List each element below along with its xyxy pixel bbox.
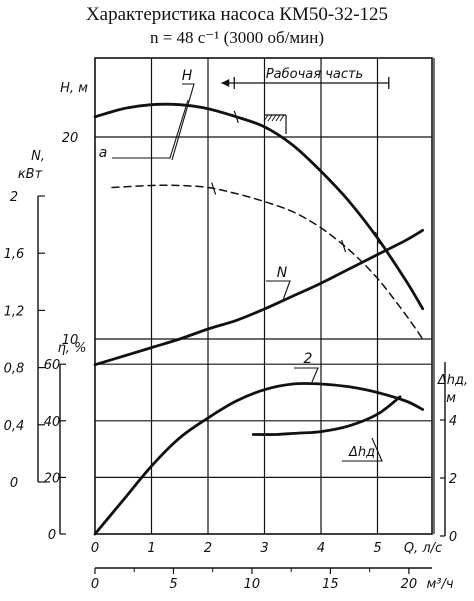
h-tick-label: 10 xyxy=(62,333,79,348)
series-Δhд-curve xyxy=(251,395,402,436)
series-h-label: H xyxy=(182,68,193,84)
curve-marker xyxy=(233,110,239,123)
hatch-stroke xyxy=(263,114,269,122)
chart-subtitle: n = 48 с⁻¹ (3000 об/мин) xyxy=(149,28,325,47)
series-eta-label: 2 xyxy=(304,351,313,367)
series-h-leader xyxy=(171,83,195,161)
operating-range-label: Рабочая часть xyxy=(266,67,363,82)
eta-tick-label: 20 xyxy=(44,471,61,486)
plot-frame xyxy=(94,57,433,535)
dh-axis-unit: м xyxy=(446,391,456,406)
series-a-curve xyxy=(111,184,424,340)
series-eta-leader xyxy=(294,367,319,383)
q-ls-tick-label: 3 xyxy=(260,541,268,556)
n-tick-label: 0 xyxy=(10,476,18,491)
chart-title: Характеристика насоса КМ50-32-125 xyxy=(85,4,389,25)
chart-curves xyxy=(93,102,425,536)
eta-tick-label: 60 xyxy=(44,358,61,373)
eta-tick-label: 0 xyxy=(48,528,56,543)
q-ls-tick-label: 5 xyxy=(373,541,381,556)
hatch-stroke xyxy=(271,114,277,122)
n-axis-unit: кВт xyxy=(18,167,43,182)
series-a-leader xyxy=(112,99,189,159)
curve-marker xyxy=(211,182,217,195)
n-tick-label: 0,4 xyxy=(4,419,25,434)
operating-range-arrow xyxy=(221,79,230,87)
dh-tick-label: 2 xyxy=(449,472,457,487)
eta-axis-label: η, % xyxy=(58,341,87,356)
dh-tick-label: 0 xyxy=(449,530,457,545)
series-a-label: a xyxy=(99,145,108,161)
q-ls-tick-label: 1 xyxy=(147,541,155,556)
chart-grid xyxy=(94,57,435,535)
series-dh-leader xyxy=(342,437,383,462)
q-m3h-tick-label: 5 xyxy=(169,577,177,592)
q-m3h-tick-label: 0 xyxy=(91,577,99,592)
n-tick-label: 2 xyxy=(10,190,18,205)
eta-tick-label: 40 xyxy=(44,415,61,430)
q-ls-tick-label: 2 xyxy=(204,541,212,556)
q-m3h-tick-label: 20 xyxy=(401,577,418,592)
n-tick-label: 1,2 xyxy=(4,304,25,319)
series-n-leader xyxy=(266,280,291,301)
q-m3h-tick-label: 15 xyxy=(322,577,339,592)
curve-marker xyxy=(374,231,381,245)
hatch-stroke xyxy=(267,114,273,122)
curve-marker xyxy=(341,239,347,253)
hatch-stroke xyxy=(279,114,285,122)
n-tick-label: 1,6 xyxy=(4,247,25,262)
series-n-label: N xyxy=(277,265,288,281)
series-H-curve xyxy=(93,102,425,311)
series-dh-label: Δhд xyxy=(348,445,375,460)
n-axis-label: N, xyxy=(31,149,45,164)
q-m3h-axis-label: м³/ч xyxy=(426,577,453,592)
h-tick-label: 20 xyxy=(62,131,79,146)
q-ls-axis-label: Q, л/с xyxy=(404,541,442,556)
q-ls-tick-label: 4 xyxy=(317,541,325,556)
chart-labels: Рабочая часть Ha N 2 Δhд xyxy=(99,67,390,462)
q-ls-tick-label: 0 xyxy=(91,541,99,556)
q-m3h-tick-label: 10 xyxy=(244,577,261,592)
dh-axis-label: Δhд, xyxy=(437,373,468,388)
hatch-stroke xyxy=(275,114,281,122)
h-axis-label: H, м xyxy=(60,81,88,96)
dh-tick-label: 4 xyxy=(449,414,457,429)
series-η-curve xyxy=(93,382,425,536)
series-N-curve xyxy=(93,228,425,367)
n-tick-label: 0,8 xyxy=(4,362,25,377)
